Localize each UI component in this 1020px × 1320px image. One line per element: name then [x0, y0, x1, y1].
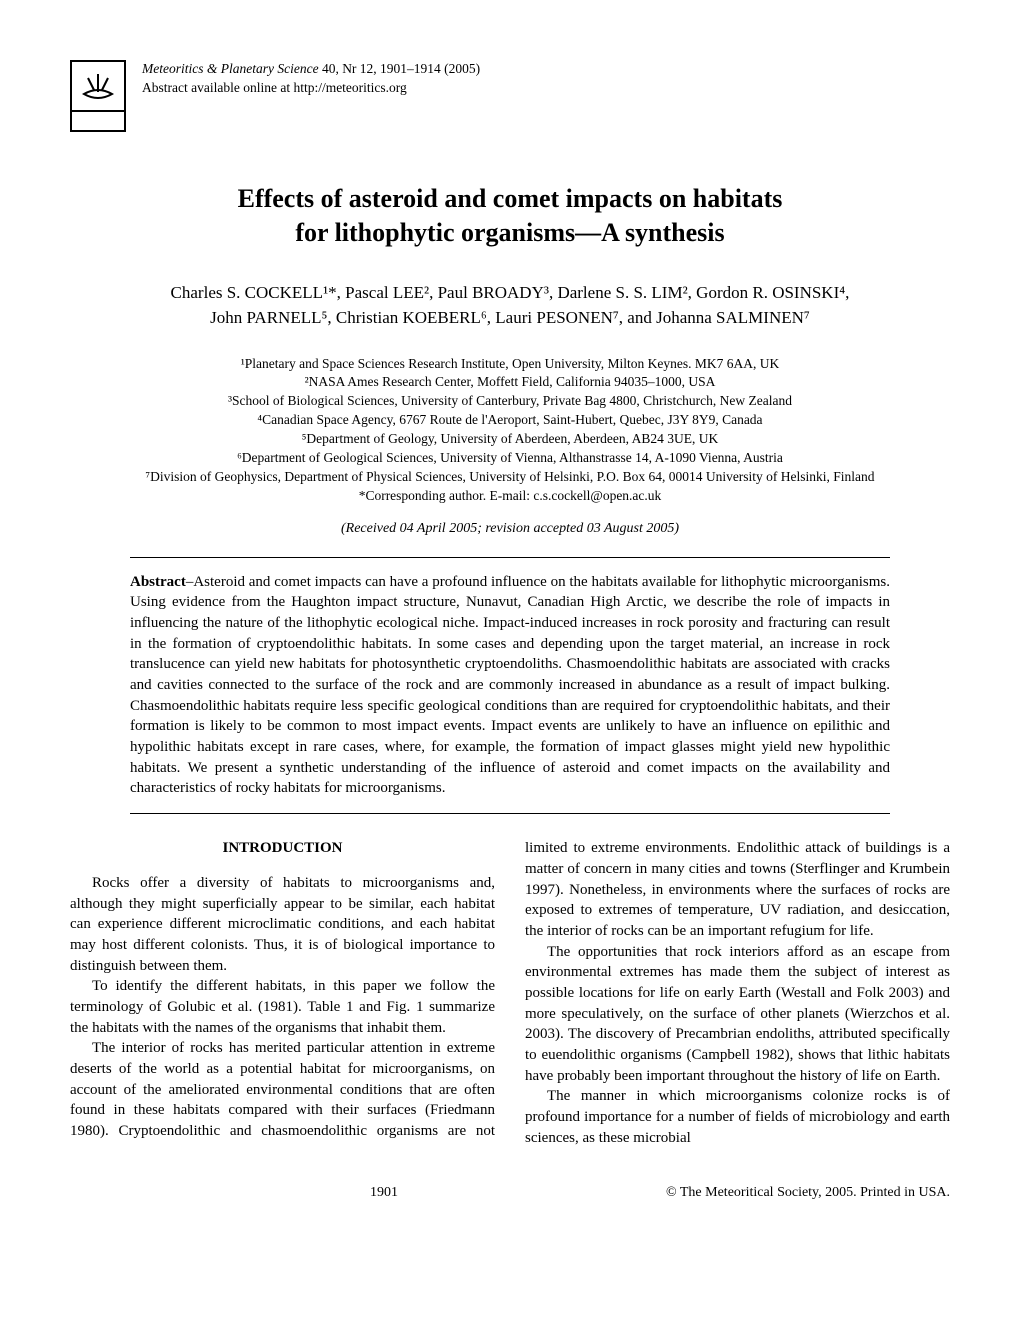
affiliation: ⁷Division of Geophysics, Department of P…: [70, 468, 950, 487]
affiliation: ⁶Department of Geological Sciences, Univ…: [70, 449, 950, 468]
body-paragraph: To identify the different habitats, in t…: [70, 976, 495, 1038]
journal-logo: [70, 60, 126, 132]
body-paragraph: Rocks offer a diversity of habitats to m…: [70, 873, 495, 976]
affiliation: ¹Planetary and Space Sciences Research I…: [70, 355, 950, 374]
abstract-text: –Asteroid and comet impacts can have a p…: [130, 574, 890, 797]
section-heading-introduction: INTRODUCTION: [70, 838, 495, 859]
journal-volume: 40, Nr 12, 1901–1914 (2005): [319, 61, 481, 76]
body-paragraph: The manner in which microorganisms colon…: [525, 1086, 950, 1148]
affiliation: ²NASA Ames Research Center, Moffett Fiel…: [70, 373, 950, 392]
received-dates: (Received 04 April 2005; revision accept…: [70, 520, 950, 539]
body-paragraph: The opportunities that rock interiors af…: [525, 942, 950, 1087]
abstract: Abstract–Asteroid and comet impacts can …: [130, 572, 890, 800]
author-list: Charles S. COCKELL¹*, Pascal LEE², Paul …: [70, 280, 950, 331]
affiliation: ⁵Department of Geology, University of Ab…: [70, 430, 950, 449]
journal-citation: Meteoritics & Planetary Science 40, Nr 1…: [142, 60, 480, 98]
authors-line-1: Charles S. COCKELL¹*, Pascal LEE², Paul …: [171, 283, 850, 302]
page-footer: 1901 © The Meteoritical Society, 2005. P…: [70, 1184, 950, 1203]
abstract-url-line: Abstract available online at http://mete…: [142, 79, 480, 98]
body-columns: INTRODUCTION Rocks offer a diversity of …: [70, 838, 950, 1148]
affiliation: ³School of Biological Sciences, Universi…: [70, 392, 950, 411]
copyright-notice: © The Meteoritical Society, 2005. Printe…: [666, 1184, 950, 1203]
article-title: Effects of asteroid and comet impacts on…: [70, 182, 950, 250]
meteor-icon: [78, 66, 118, 106]
page-number: 1901: [370, 1184, 398, 1203]
title-line-2: for lithophytic organisms—A synthesis: [295, 218, 724, 247]
affiliation: ⁴Canadian Space Agency, 6767 Route de l'…: [70, 411, 950, 430]
authors-line-2: John PARNELL⁵, Christian KOEBERL⁶, Lauri…: [210, 308, 810, 327]
journal-header: Meteoritics & Planetary Science 40, Nr 1…: [70, 60, 950, 132]
title-line-1: Effects of asteroid and comet impacts on…: [238, 184, 783, 213]
abstract-label: Abstract: [130, 574, 186, 590]
abstract-container: Abstract–Asteroid and comet impacts can …: [130, 557, 890, 815]
affiliation-list: ¹Planetary and Space Sciences Research I…: [70, 355, 950, 506]
journal-name: Meteoritics & Planetary Science: [142, 61, 319, 76]
corresponding-author: *Corresponding author. E-mail: c.s.cocke…: [70, 487, 950, 506]
